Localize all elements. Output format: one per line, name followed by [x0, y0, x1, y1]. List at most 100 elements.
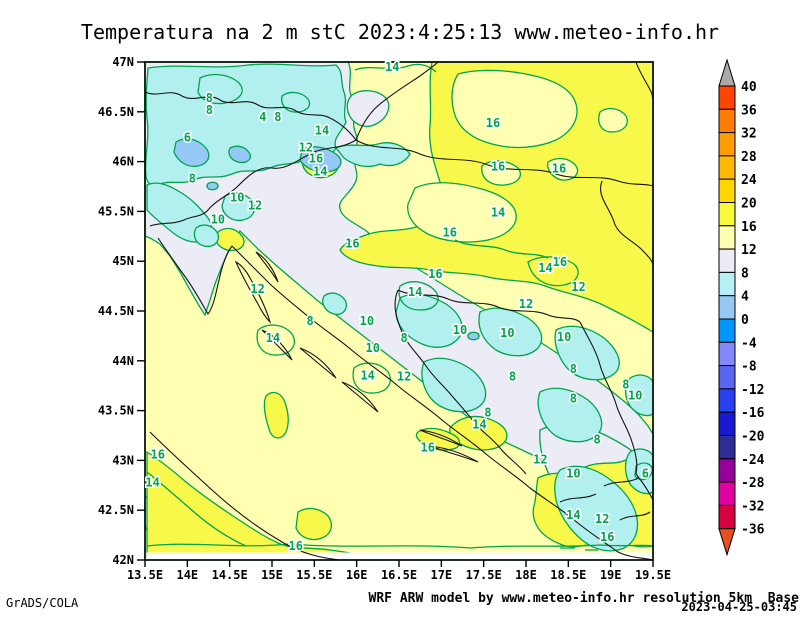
colorbar-level-label: -24 [741, 453, 765, 468]
contour-label: 14 [313, 165, 327, 179]
contour-label: 14 [266, 331, 280, 345]
contour-label: 12 [533, 452, 547, 466]
colorbar-level-label: -28 [741, 476, 765, 491]
contour-label: 10 [500, 326, 514, 340]
contour-label: 14 [538, 261, 552, 275]
contour-label: 16 [552, 162, 566, 176]
x-tick-label: 15E [261, 568, 283, 582]
model-info-text: WRF ARW model by www.meteo-info.hr resol… [0, 591, 799, 606]
colorbar-segment [719, 272, 735, 295]
x-tick-label: 17.5E [466, 568, 502, 582]
colorbar-segment [719, 109, 735, 132]
contour-label: 6 [184, 131, 191, 145]
contour-label: 16 [491, 160, 505, 174]
colorbar-overflow-top [719, 60, 735, 86]
y-tick-label: 44.5N [98, 304, 134, 318]
y-tick-label: 43.5N [98, 404, 134, 418]
weather-map-page: Temperatura na 2 m stC 2023:4:25:13 www.… [0, 0, 800, 618]
contour-label: 8 [274, 110, 281, 124]
temperature-map-canvas: 42N42.5N43N43.5N44N44.5N45N45.5N46N46.5N… [0, 0, 800, 618]
contour-label: 16 [150, 447, 164, 461]
colorbar-level-label: -32 [741, 499, 764, 514]
x-tick-label: 16.5E [381, 568, 417, 582]
contour-label: 12 [571, 280, 585, 294]
x-tick-label: 19.5E [635, 568, 671, 582]
colorbar-level-label: 36 [741, 103, 757, 118]
colorbar-level-label: 8 [741, 266, 749, 281]
contour-label: 6 [642, 466, 649, 480]
colorbar-level-label: 4 [741, 290, 749, 305]
colorbar-segment [719, 389, 735, 412]
contour-label: 10 [211, 212, 225, 226]
x-tick-label: 13.5E [127, 568, 163, 582]
x-tick-label: 19E [600, 568, 622, 582]
contour-label: 12 [519, 297, 533, 311]
contour-label: 14 [145, 475, 159, 489]
contour-label: 8 [400, 331, 407, 345]
colorbar-segment [719, 436, 735, 459]
y-tick-label: 44N [112, 354, 134, 368]
contour-label: 8 [306, 314, 313, 328]
colorbar-level-label: -16 [741, 406, 765, 421]
colorbar-segment [719, 226, 735, 249]
x-tick-label: 17E [430, 568, 452, 582]
run-datetime: 2023-04-25-03:45 [681, 600, 797, 614]
y-tick-label: 45N [112, 254, 134, 268]
colorbar-level-label: -12 [741, 383, 764, 398]
colorbar-level-label: -4 [741, 336, 757, 351]
fill-band-12-16 [599, 109, 627, 132]
y-tick-label: 42N [112, 553, 134, 567]
y-tick-label: 46.5N [98, 105, 134, 119]
colorbar-level-label: 32 [741, 127, 757, 142]
x-tick-label: 14.5E [212, 568, 248, 582]
contour-label: 14 [491, 205, 505, 219]
colorbar-segment [719, 319, 735, 342]
colorbar-segment [719, 156, 735, 179]
colorbar-level-label: 16 [741, 220, 757, 235]
colorbar-level-label: 24 [741, 173, 757, 188]
fill-band-0-4 [207, 182, 218, 190]
contour-label: 12 [248, 198, 262, 212]
contour-fill-regions [145, 62, 653, 560]
colorbar-segment [719, 296, 735, 319]
colorbar-level-label: -36 [741, 523, 765, 538]
contour-label: 16 [428, 267, 442, 281]
y-tick-label: 45.5N [98, 204, 134, 218]
contour-label: 14 [385, 60, 399, 74]
colorbar-segment [719, 505, 735, 528]
contour-label: 10 [453, 323, 467, 337]
contour-label: 12 [397, 370, 411, 384]
y-tick-label: 43N [112, 453, 134, 467]
colorbar-segment [719, 179, 735, 202]
y-tick-label: 47N [112, 55, 134, 69]
contour-label: 8 [206, 103, 213, 117]
colorbar-level-label: -20 [741, 430, 765, 445]
contour-label: 8 [594, 432, 601, 446]
colorbar-level-label: 40 [741, 80, 757, 95]
temperature-colorbar: 4036322824201612840-4-8-12-16-20-24-28-3… [719, 60, 765, 555]
colorbar-level-label: 12 [741, 243, 757, 258]
contour-label: 8 [570, 392, 577, 406]
contour-label: 10 [628, 389, 642, 403]
contour-label: 12 [595, 512, 609, 526]
contour-label: 16 [443, 225, 457, 239]
colorbar-level-label: 0 [741, 313, 749, 328]
contour-label: 8 [189, 172, 196, 186]
colorbar-level-label: 28 [741, 150, 757, 165]
x-tick-label: 15.5E [296, 568, 332, 582]
contour-label: 14 [360, 369, 374, 383]
colorbar-segment [719, 249, 735, 272]
contour-label: 10 [366, 341, 380, 355]
contour-label: 4 [259, 110, 266, 124]
colorbar-segment [719, 482, 735, 505]
colorbar-segment [719, 459, 735, 482]
x-tick-label: 18.5E [550, 568, 586, 582]
colorbar-segment [719, 342, 735, 365]
contour-label: 10 [566, 466, 580, 480]
longitude-axis: 13.5E14E14.5E15E15.5E16E16.5E17E17.5E18E… [127, 560, 671, 582]
contour-label: 16 [288, 539, 302, 553]
contour-label: 14 [472, 418, 486, 432]
contour-label: 16 [600, 530, 614, 544]
fill-band-0-4 [468, 332, 479, 340]
contour-label: 8 [570, 362, 577, 376]
